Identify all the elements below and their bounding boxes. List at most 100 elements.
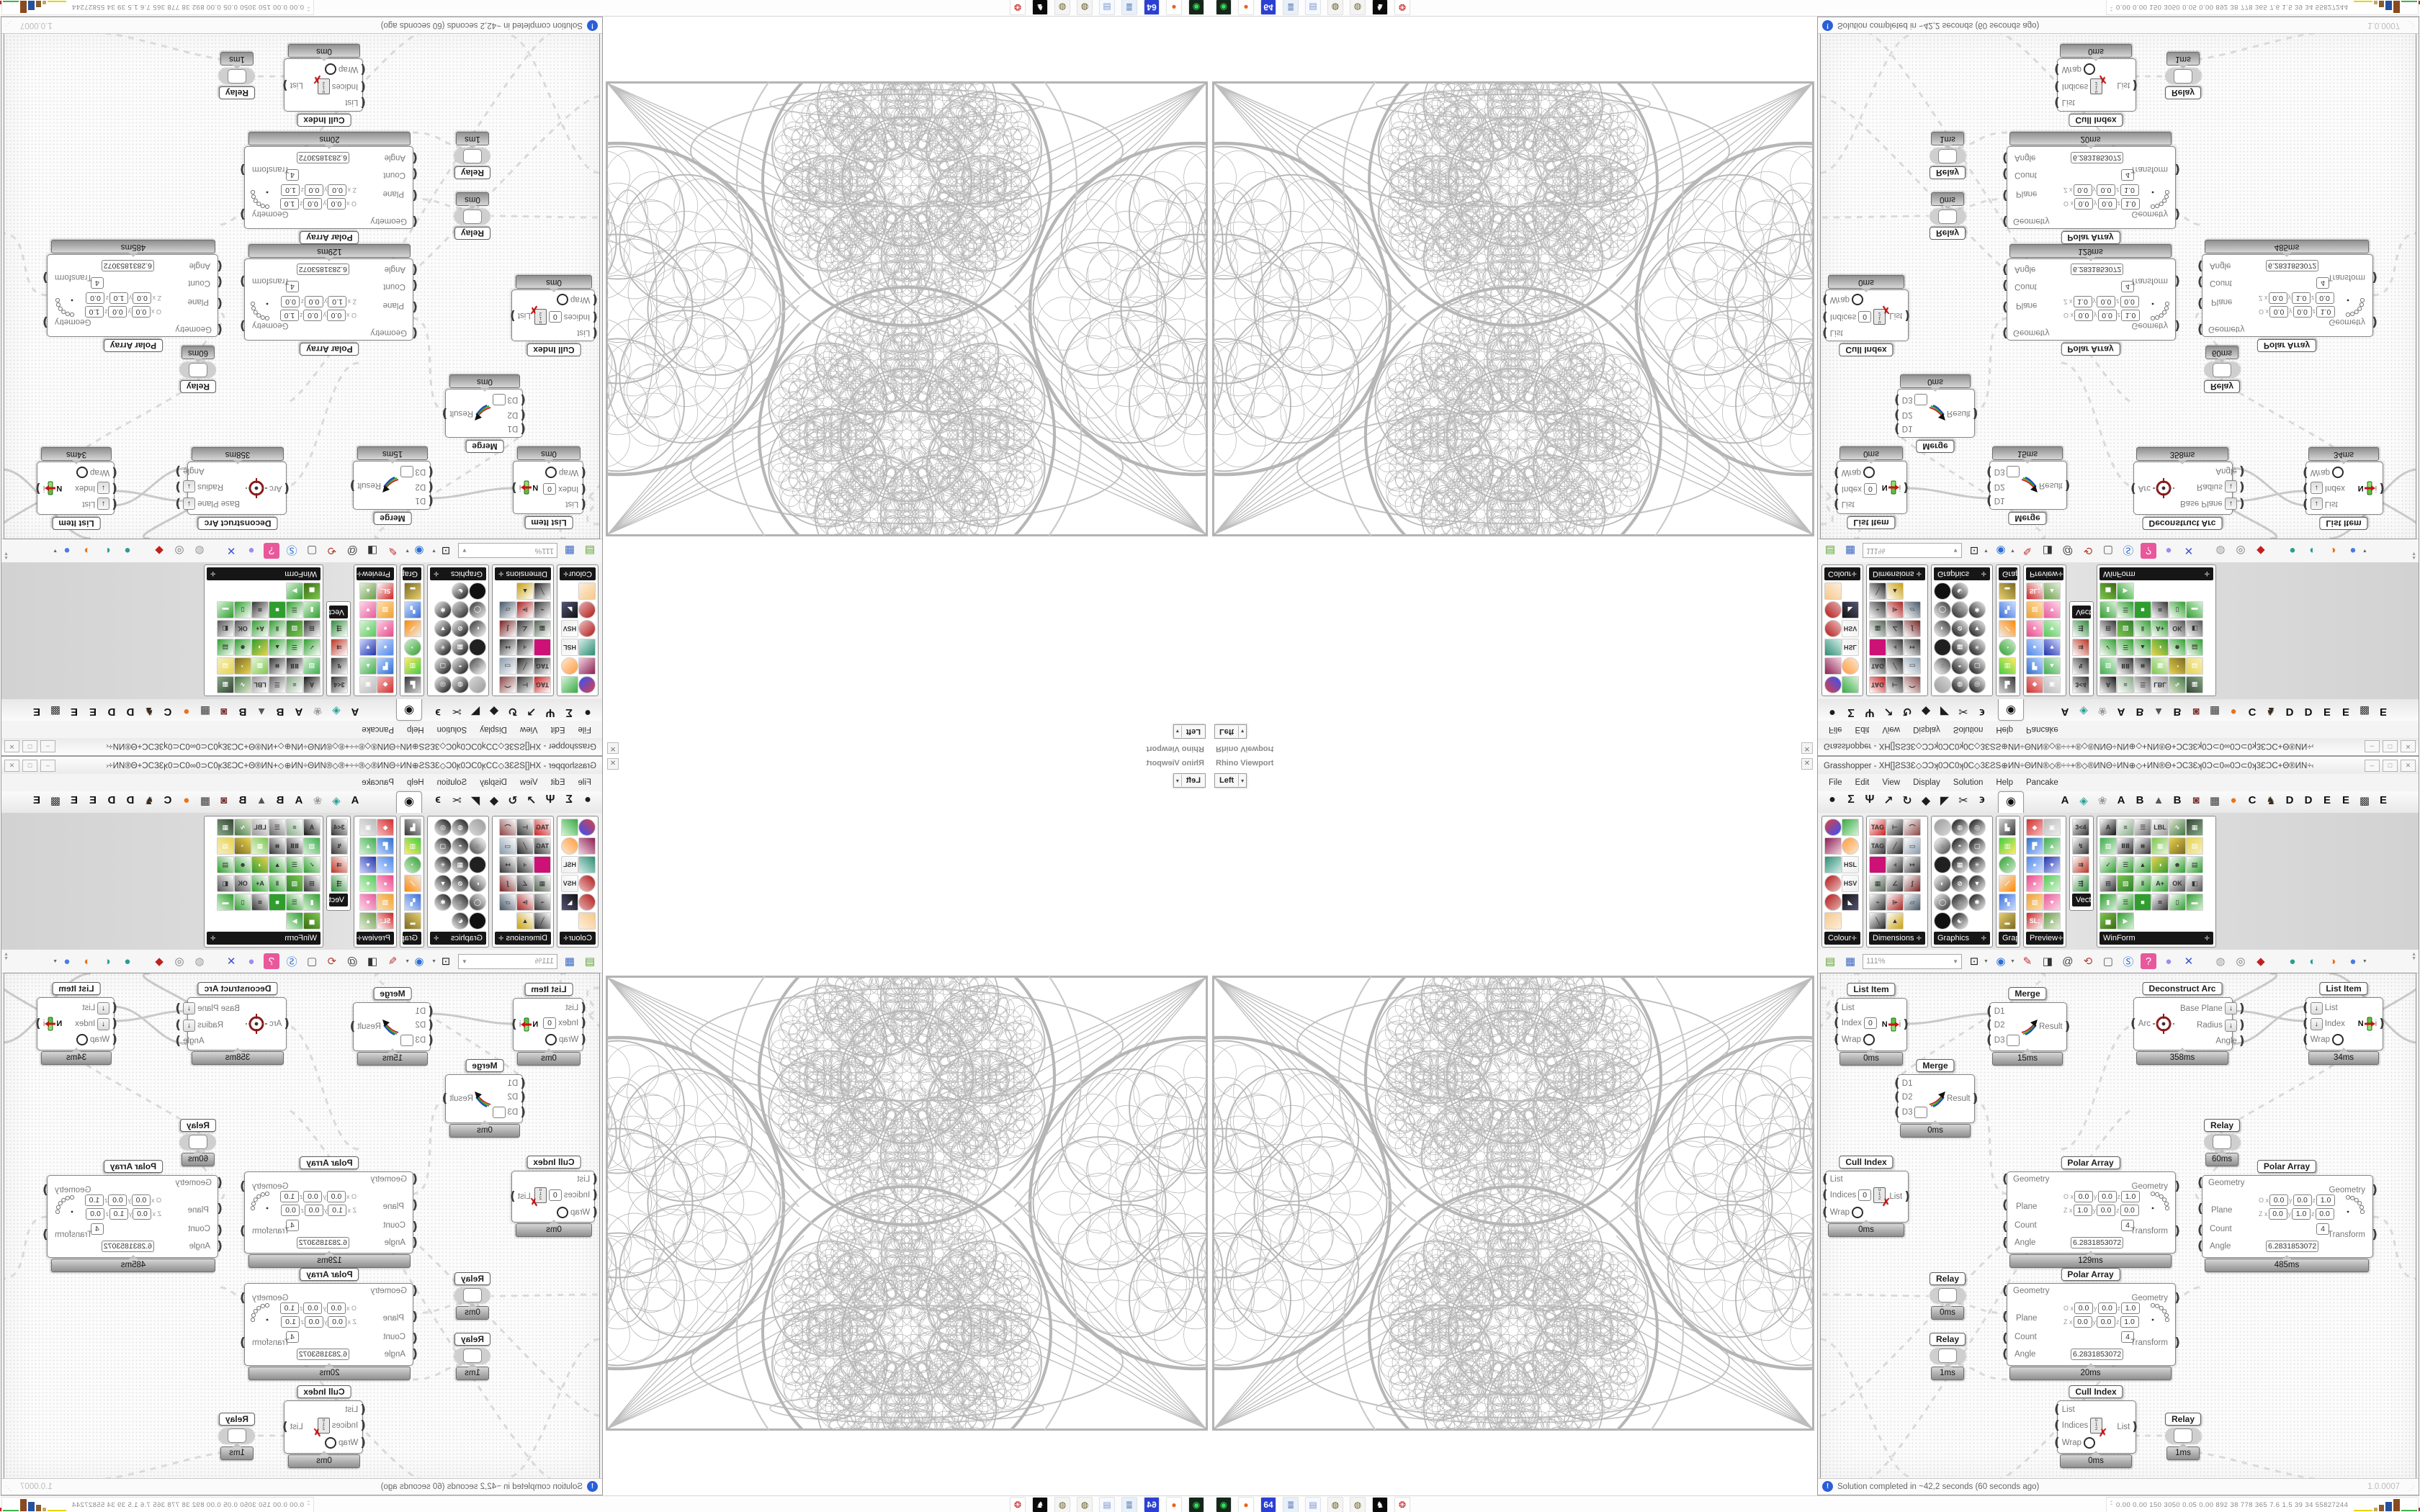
palette-icon[interactable]: ▭ xyxy=(499,657,516,675)
palette-icon[interactable]: ▅ xyxy=(303,912,321,930)
palette-icon[interactable]: ▮ xyxy=(2099,894,2117,911)
palette-icon[interactable]: ✱ xyxy=(434,601,452,618)
value-box[interactable]: 0 xyxy=(1858,311,1872,323)
gh-node-cull-index[interactable]: (List(Indices u 1 2 ✗(Wrap List) xyxy=(282,58,366,112)
palette-icon[interactable]: ⅡⅡ xyxy=(286,837,303,855)
palette-icon[interactable]: ⅡⅡ xyxy=(286,657,303,675)
palette-icon[interactable]: ▅ xyxy=(2099,912,2117,930)
node-label[interactable]: List Item xyxy=(2319,982,2368,995)
palette-icon[interactable]: ▤ xyxy=(2186,657,2203,675)
plugin-tab[interactable]: ❀ xyxy=(2097,795,2107,807)
palette-icon[interactable]: ‖ xyxy=(269,875,286,892)
palette-icon[interactable]: LBL xyxy=(2151,819,2169,836)
palette-icon[interactable] xyxy=(469,819,486,836)
palette-icon[interactable]: ◐ xyxy=(469,620,486,637)
plugin-tab[interactable]: E xyxy=(71,706,79,718)
palette-icon[interactable]: ʃ xyxy=(1904,620,1921,637)
palette-icon[interactable] xyxy=(1824,819,1842,836)
gh-node-merge[interactable]: (D1(D2(D3 Result) xyxy=(1894,1074,1978,1123)
palette-icon[interactable] xyxy=(1824,894,1842,911)
node-label[interactable]: Cull Index xyxy=(297,1385,351,1398)
palette-icon[interactable]: LBL xyxy=(251,676,269,693)
menu-file[interactable]: File xyxy=(1829,725,1842,734)
palette-icon[interactable]: ▦ xyxy=(1951,639,1968,656)
mesh-half-button[interactable]: ◑ xyxy=(84,955,91,968)
node-label[interactable]: Polar Array xyxy=(300,1268,359,1281)
palette-icon[interactable] xyxy=(469,582,486,600)
flatten-icon[interactable]: ↓ xyxy=(2310,482,2323,495)
node-label[interactable]: Relay xyxy=(454,227,491,240)
palette-icon[interactable]: ≡ xyxy=(2117,676,2134,693)
plugin-tab[interactable]: B xyxy=(238,706,247,718)
palette-icon[interactable]: ▱ xyxy=(1904,601,1921,618)
gh-node-relay[interactable] xyxy=(1930,209,1966,225)
category-tab-icon[interactable]: Σ xyxy=(1847,706,1855,719)
palette-icon[interactable]: ☰ xyxy=(286,601,303,618)
palette-icon[interactable]: ☰ xyxy=(269,819,286,836)
galapagos-button[interactable]: ● xyxy=(248,955,255,968)
palette-icon[interactable]: ⌗ xyxy=(251,601,269,618)
category-tab-icon[interactable]: ● xyxy=(1829,793,1836,806)
palette-icon[interactable]: TAG xyxy=(1869,837,1886,855)
plugin-tab[interactable]: ♞ xyxy=(144,795,154,807)
display-tab-eye-icon[interactable]: ◉ xyxy=(1998,698,2024,721)
palette-icon[interactable]: ⇶ xyxy=(331,875,348,892)
palette-icon[interactable]: ▲ xyxy=(2043,912,2061,930)
palette-icon[interactable]: ▥ xyxy=(1999,837,2016,855)
count-box[interactable]: 4 xyxy=(2121,1220,2134,1231)
palette-icon[interactable] xyxy=(578,875,596,892)
palette-icon[interactable]: HSV xyxy=(561,620,578,637)
palette-icon[interactable]: TAG xyxy=(534,657,551,675)
plugin-tab[interactable]: E xyxy=(2323,794,2331,806)
palette-icon[interactable]: ⫞ xyxy=(516,639,534,656)
palette-icon[interactable]: TAG xyxy=(1869,657,1886,675)
plugin-tab[interactable]: D xyxy=(107,794,116,806)
menu-pancake[interactable]: Pancake xyxy=(362,725,394,734)
palette-icon[interactable]: ∠ xyxy=(516,620,534,637)
plugin-tab[interactable]: B xyxy=(2136,794,2144,806)
gh-node-relay[interactable] xyxy=(1930,1348,1966,1364)
count-box[interactable]: 4 xyxy=(2316,1223,2329,1235)
palette-icon[interactable]: ▦ xyxy=(2186,819,2203,836)
palette-icon[interactable] xyxy=(578,582,596,600)
open-file-button[interactable]: ▤ xyxy=(584,544,596,557)
zoom-level-combo[interactable]: 111% ▼ xyxy=(458,543,557,559)
palette-icon[interactable]: ✳ xyxy=(1968,856,1986,873)
palette-icon[interactable]: ▦ xyxy=(2186,676,2203,693)
node-label[interactable]: Merge xyxy=(373,512,412,525)
node-label[interactable]: Polar Array xyxy=(2061,1268,2120,1281)
node-label[interactable]: Polar Array xyxy=(300,343,359,356)
system-monitor-widget[interactable]: ⌃ ⌃ 0.00 0.00 150 3050 0.05 0.00 892 38 7… xyxy=(0,1497,314,1512)
palette-icon[interactable]: HSL xyxy=(1842,639,1859,656)
viewport-render-area[interactable] xyxy=(606,81,1208,536)
plugin-tab[interactable]: B xyxy=(276,706,284,718)
flatten-icon[interactable]: ↓ xyxy=(97,498,110,510)
angle-box[interactable]: 6.2831853072 xyxy=(2071,1349,2124,1360)
palette-icon[interactable]: ↦ xyxy=(1904,856,1921,873)
gh-node-relay[interactable] xyxy=(2165,68,2201,84)
value-box[interactable] xyxy=(2007,1034,2020,1046)
palette-icon[interactable]: ● xyxy=(377,639,394,656)
palette-icon[interactable]: ⫞ xyxy=(1886,639,1904,656)
plugin-tab[interactable]: A xyxy=(295,794,303,806)
jewel-button[interactable]: ◆ xyxy=(2257,955,2265,968)
palette-icon[interactable]: 3<4 xyxy=(2072,819,2089,836)
wrap-toggle[interactable] xyxy=(1863,1034,1876,1046)
plugin-tab[interactable]: D xyxy=(2304,706,2313,718)
gh-node-relay[interactable] xyxy=(1930,1287,1966,1303)
palette-icon[interactable]: ▲ xyxy=(269,856,286,873)
palette-icon[interactable]: ✳ xyxy=(434,856,452,873)
palette-icon[interactable]: ◌ xyxy=(1951,601,1968,618)
palette-icon[interactable]: SL; xyxy=(377,912,394,930)
palette-icon[interactable] xyxy=(561,819,578,836)
gift-box-button[interactable]: ? xyxy=(264,543,280,559)
palette-icon[interactable]: ⊞ xyxy=(2099,620,2117,637)
plugin-tab[interactable]: D xyxy=(2285,706,2294,718)
node-label[interactable]: Polar Array xyxy=(2061,343,2120,356)
plugin-tab[interactable]: C xyxy=(2248,706,2257,718)
plugin-tab[interactable]: C xyxy=(163,706,172,718)
palette-icon[interactable]: ◣ xyxy=(561,894,578,911)
coin-icon[interactable]: ◍ xyxy=(1077,1497,1093,1512)
